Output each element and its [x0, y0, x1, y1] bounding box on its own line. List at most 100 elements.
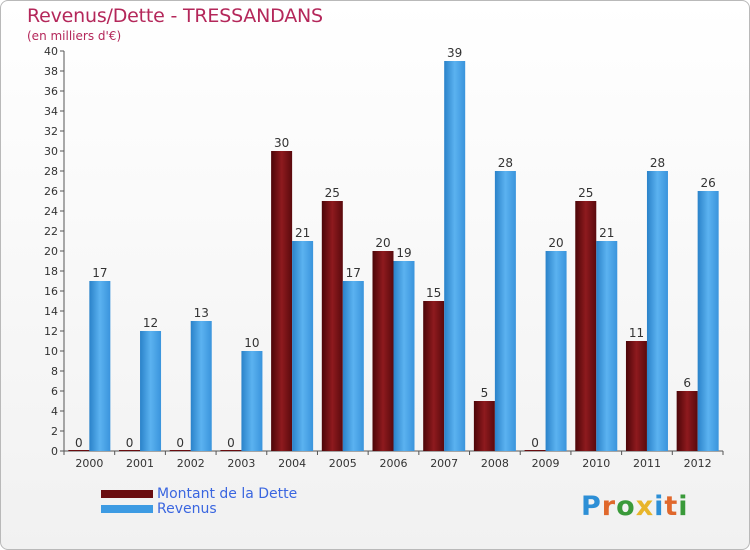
revenus-bar	[393, 261, 415, 451]
y-tick-label: 0	[51, 445, 58, 458]
revenus-bar	[444, 61, 466, 451]
data-label: 0	[227, 436, 235, 450]
y-tick-label: 14	[44, 305, 58, 318]
dette-bar	[220, 450, 242, 451]
data-label: 28	[498, 156, 513, 170]
logo-letter: P	[581, 491, 602, 522]
y-tick-label: 36	[44, 85, 58, 98]
y-tick-label: 32	[44, 125, 58, 138]
y-tick-label: 8	[51, 365, 58, 378]
x-tick-label: 2002	[177, 457, 205, 470]
dette-bar	[321, 201, 343, 451]
data-label: 28	[650, 156, 665, 170]
legend-swatch-revenus	[101, 505, 153, 513]
data-label: 0	[176, 436, 184, 450]
data-label: 25	[325, 186, 340, 200]
y-tick-label: 40	[44, 45, 58, 58]
data-label: 11	[629, 326, 644, 340]
logo-letter: i	[678, 491, 689, 522]
x-tick-label: 2001	[126, 457, 154, 470]
data-label: 30	[274, 136, 289, 150]
dette-bar	[524, 450, 546, 451]
data-label: 15	[426, 286, 441, 300]
revenus-bar	[190, 321, 212, 451]
data-label: 19	[396, 246, 411, 260]
dette-bar	[625, 341, 647, 451]
y-tick-label: 28	[44, 165, 58, 178]
dette-bar	[676, 391, 698, 451]
data-label: 17	[346, 266, 361, 280]
legend-label-dette: Montant de la Dette	[157, 486, 298, 502]
x-tick-label: 2009	[532, 457, 560, 470]
legend-label-revenus: Revenus	[157, 501, 217, 517]
data-label: 17	[92, 266, 107, 280]
x-tick-label: 2008	[481, 457, 509, 470]
y-tick-label: 6	[51, 385, 58, 398]
y-tick-label: 24	[44, 205, 58, 218]
data-label: 21	[295, 226, 310, 240]
revenus-bar	[89, 281, 111, 451]
dette-bar	[169, 450, 191, 451]
y-tick-label: 16	[44, 285, 58, 298]
y-tick-label: 4	[51, 405, 58, 418]
data-label: 21	[599, 226, 614, 240]
y-tick-label: 20	[44, 245, 58, 258]
data-label: 39	[447, 46, 462, 60]
x-tick-label: 2004	[278, 457, 306, 470]
dette-bar	[423, 301, 445, 451]
data-label: 20	[548, 236, 563, 250]
data-label: 0	[126, 436, 134, 450]
y-tick-label: 26	[44, 185, 58, 198]
dette-bar	[271, 151, 293, 451]
data-label: 12	[143, 316, 158, 330]
data-label: 0	[531, 436, 539, 450]
chart-subtitle: (en milliers d'€)	[27, 29, 122, 43]
y-tick-label: 18	[44, 265, 58, 278]
dette-bar	[119, 450, 141, 451]
data-label: 26	[701, 176, 716, 190]
data-label: 13	[194, 306, 209, 320]
logo-letter: x	[635, 491, 655, 522]
x-tick-label: 2012	[684, 457, 712, 470]
data-label: 6	[683, 376, 691, 390]
data-label: 10	[244, 336, 259, 350]
y-tick-label: 34	[44, 105, 58, 118]
data-label: 25	[578, 186, 593, 200]
revenus-bar	[646, 171, 668, 451]
revenus-bar	[292, 241, 314, 451]
dette-bar	[473, 401, 495, 451]
y-tick-label: 12	[44, 325, 58, 338]
y-tick-label: 30	[44, 145, 58, 158]
x-tick-label: 2007	[430, 457, 458, 470]
x-tick-label: 2000	[75, 457, 103, 470]
x-tick-label: 2003	[227, 457, 255, 470]
y-tick-label: 2	[51, 425, 58, 438]
data-label: 0	[75, 436, 83, 450]
proxiti-logo: Proxiti	[581, 491, 689, 522]
logo-letter: t	[664, 491, 679, 522]
x-tick-label: 2005	[329, 457, 357, 470]
dette-bar	[372, 251, 394, 451]
revenus-bar	[241, 351, 263, 451]
dette-bar	[68, 450, 90, 451]
y-tick-label: 10	[44, 345, 58, 358]
data-label: 20	[375, 236, 390, 250]
logo-letter: r	[601, 491, 617, 522]
revenus-bar	[545, 251, 567, 451]
logo-letter: i	[654, 491, 665, 522]
x-tick-label: 2010	[582, 457, 610, 470]
revenus-bar	[596, 241, 618, 451]
dette-bar	[575, 201, 597, 451]
revenus-bar	[494, 171, 516, 451]
x-tick-label: 2006	[380, 457, 408, 470]
data-label: 5	[481, 386, 489, 400]
y-tick-label: 22	[44, 225, 58, 238]
chart-title: Revenus/Dette - TRESSANDANS	[27, 5, 323, 27]
logo-letter: o	[616, 491, 636, 522]
revenus-bar	[342, 281, 364, 451]
legend-swatch-dette	[101, 490, 153, 498]
y-tick-label: 38	[44, 65, 58, 78]
x-tick-label: 2011	[633, 457, 661, 470]
